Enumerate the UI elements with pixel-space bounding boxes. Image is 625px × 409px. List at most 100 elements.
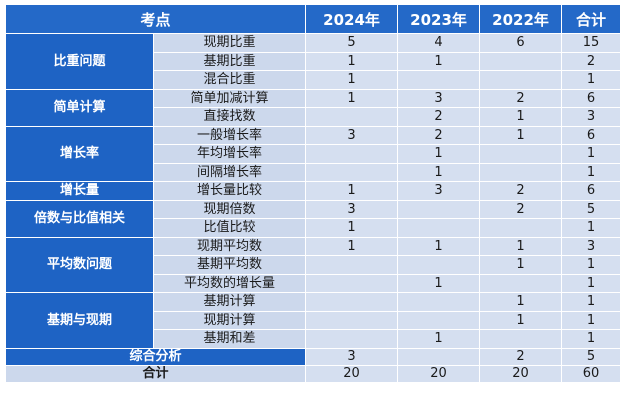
value-2022-cell	[479, 273, 563, 293]
subtopic-cell: 基期计算	[152, 292, 307, 312]
value-2022-cell: 1	[479, 125, 563, 145]
table-row: 倍数与比值相关 现期倍数 3 2 5	[5, 199, 622, 238]
value-2022-cell	[479, 218, 563, 238]
table-row: 比重问题 现期比重 5 4 6 15	[5, 33, 622, 90]
header-total: 合计	[561, 4, 622, 34]
row-total-cell: 1	[561, 162, 622, 182]
value-2023-cell	[397, 70, 481, 90]
row-total-cell: 6	[561, 125, 622, 145]
value-2022-cell: 1	[479, 107, 563, 127]
header-topic: 考点	[4, 4, 307, 34]
row-total-cell: 3	[561, 107, 622, 127]
row-total-cell: 5	[561, 199, 622, 219]
value-2023-cell: 1	[397, 273, 481, 293]
table-row: 基期与现期 基期计算 1 1	[5, 292, 622, 349]
category-cell: 倍数与比值相关	[5, 199, 154, 238]
value-2022-cell: 2	[479, 181, 563, 201]
synthesis-label: 综合分析	[4, 347, 307, 366]
exam-topic-table-wrapper: 考点 2024年 2023年 2022年 合计 比重问题 现期比重 5 4 6 15 基期比…	[4, 4, 622, 402]
value-2024-cell	[305, 162, 399, 182]
value-2023-cell	[397, 310, 481, 330]
table-row: 平均数的增长量 1 1	[6, 273, 622, 293]
value-2023-cell: 4	[397, 33, 481, 53]
category-cell: 平均数问题	[5, 236, 154, 293]
value-2024-cell: 1	[305, 181, 399, 201]
value-2024-cell	[305, 310, 399, 330]
synthesis-total: 5	[561, 347, 622, 366]
value-2022-cell	[479, 144, 563, 164]
value-2023-cell: 1	[397, 162, 481, 182]
value-2023-cell	[397, 292, 481, 312]
subtopic-cell: 平均数的增长量	[152, 273, 307, 293]
value-2023-cell	[397, 218, 481, 238]
synthesis-row: 综合分析 3 2 5	[4, 347, 622, 366]
value-2022-cell: 2	[479, 88, 563, 108]
row-total-cell: 6	[561, 88, 622, 108]
row-total-cell: 15	[561, 33, 622, 53]
subtopic-cell: 现期平均数	[152, 236, 307, 256]
table-row: 比值比较 1 1	[6, 218, 622, 238]
subtopic-cell: 基期比重	[152, 51, 307, 71]
value-2023-cell: 2	[397, 107, 481, 127]
value-2023-cell: 3	[397, 88, 481, 108]
value-2023-cell: 1	[397, 144, 481, 164]
table-row: 间隔增长率 1 1	[6, 162, 622, 182]
subtopic-cell: 现期比重	[152, 33, 307, 53]
category-cell: 增长率	[5, 125, 154, 182]
value-2022-cell: 1	[479, 292, 563, 312]
value-2024-cell: 1	[305, 218, 399, 238]
subtopic-cell: 混合比重	[152, 70, 307, 90]
value-2022-cell: 6	[479, 33, 563, 53]
category-cell: 基期与现期	[5, 292, 154, 349]
synthesis-2023	[397, 347, 481, 366]
value-2024-cell	[305, 273, 399, 293]
subtopic-cell: 增长量比较	[152, 181, 307, 201]
subtopic-cell: 间隔增长率	[152, 162, 307, 182]
value-2023-cell	[397, 199, 481, 219]
value-2022-cell: 2	[479, 199, 563, 219]
value-2022-cell	[479, 70, 563, 90]
category-cell: 简单计算	[5, 88, 154, 127]
category-cell: 增长量	[5, 181, 154, 201]
subtopic-cell: 基期平均数	[152, 255, 307, 275]
value-2022-cell	[479, 51, 563, 71]
row-total-cell: 1	[561, 273, 622, 293]
value-2024-cell	[305, 255, 399, 275]
value-2023-cell: 1	[397, 51, 481, 71]
row-total-cell: 3	[561, 236, 622, 256]
value-2023-cell	[397, 255, 481, 275]
table-row: 基期比重 1 1 2	[6, 51, 622, 71]
exam-topic-table: 考点 2024年 2023年 2022年 合计 比重问题 现期比重 5 4 6 15 基期比…	[4, 4, 622, 383]
value-2024-cell: 3	[305, 199, 399, 219]
grand-total-2023: 20	[397, 364, 481, 383]
row-total-cell: 2	[561, 51, 622, 71]
grand-total-2022: 20	[479, 364, 563, 383]
row-total-cell: 1	[561, 292, 622, 312]
value-2022-cell: 1	[479, 236, 563, 256]
value-2022-cell	[479, 329, 563, 349]
row-total-cell: 1	[561, 144, 622, 164]
subtopic-cell: 一般增长率	[152, 125, 307, 145]
value-2023-cell: 3	[397, 181, 481, 201]
subtopic-cell: 现期计算	[152, 310, 307, 330]
table-row: 混合比重 1 1	[6, 70, 622, 90]
subtopic-cell: 基期和差	[152, 329, 307, 349]
header-2024: 2024年	[305, 4, 399, 34]
category-cell: 比重问题	[5, 33, 154, 90]
value-2022-cell: 1	[479, 255, 563, 275]
value-2024-cell: 1	[305, 236, 399, 256]
subtopic-cell: 比值比较	[152, 218, 307, 238]
value-2024-cell: 1	[305, 51, 399, 71]
subtopic-cell: 简单加减计算	[152, 88, 307, 108]
value-2022-cell	[479, 162, 563, 182]
header-2023: 2023年	[397, 4, 481, 34]
value-2024-cell	[305, 107, 399, 127]
synthesis-2022: 2	[479, 347, 563, 366]
value-2022-cell: 1	[479, 310, 563, 330]
table-row: 增长量 增长量比较 1 3 2 6	[5, 181, 622, 201]
subtopic-cell: 年均增长率	[152, 144, 307, 164]
table-row: 简单计算 简单加减计算 1 3 2 6	[5, 88, 622, 127]
value-2024-cell	[305, 329, 399, 349]
synthesis-2024: 3	[305, 347, 399, 366]
grand-total-sum: 60	[561, 364, 622, 383]
